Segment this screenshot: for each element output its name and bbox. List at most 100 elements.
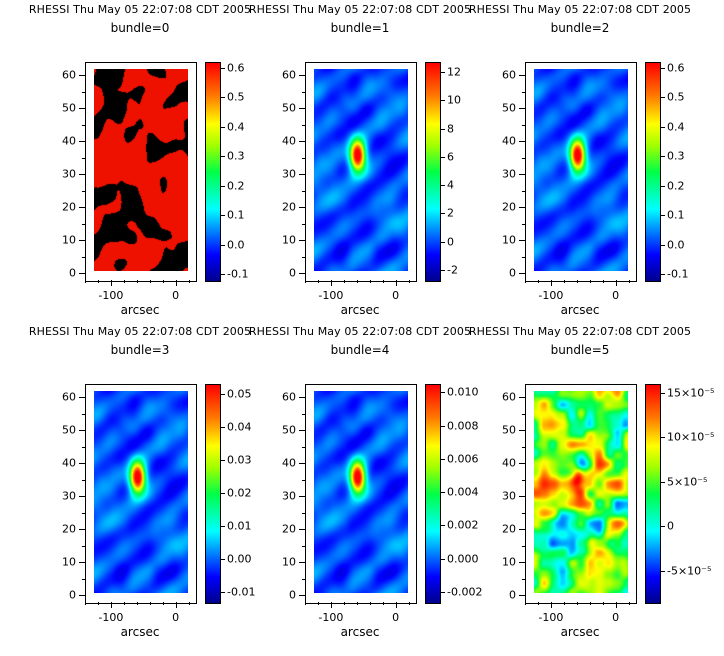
x-axis-label: arcsec bbox=[340, 303, 380, 317]
plot-frame bbox=[305, 384, 417, 604]
y-major-tick bbox=[519, 174, 525, 176]
y-tick-label: 50 bbox=[62, 101, 76, 115]
colorbar-tick bbox=[661, 97, 665, 99]
panel-title: RHESSI Thu May 05 22:07:08 CDT 2005 bbox=[248, 3, 472, 16]
colorbar-tick-label: -5×10⁻⁵ bbox=[667, 564, 712, 578]
x-tick-label: 0 bbox=[172, 611, 180, 624]
heatmap-canvas bbox=[314, 391, 408, 593]
colorbar-tick-label: 0.1 bbox=[227, 208, 245, 222]
y-minor-tick bbox=[302, 578, 305, 580]
x-tick-label: 0 bbox=[612, 611, 620, 624]
panel-title: RHESSI Thu May 05 22:07:08 CDT 2005 bbox=[28, 325, 252, 338]
colorbar bbox=[205, 62, 221, 282]
y-major-tick bbox=[79, 141, 85, 143]
x-minor-tick bbox=[343, 602, 345, 605]
plot-frame bbox=[305, 62, 417, 282]
colorbar-tick-label: 0.2 bbox=[227, 179, 245, 193]
panel-subtitle: bundle=4 bbox=[330, 343, 390, 357]
y-tick-label: 10 bbox=[62, 555, 76, 569]
colorbar-tick bbox=[441, 71, 445, 73]
y-tick-label: 20 bbox=[62, 200, 76, 214]
colorbar-tick bbox=[661, 526, 665, 528]
y-tick-label: 0 bbox=[69, 266, 76, 280]
panel-subtitle: bundle=0 bbox=[110, 21, 170, 35]
y-major-tick bbox=[299, 397, 305, 399]
colorbar-tick-label: 0.2 bbox=[667, 179, 685, 193]
colorbar-tick bbox=[661, 437, 665, 439]
colorbar-tick bbox=[221, 393, 225, 395]
colorbar bbox=[205, 384, 221, 604]
x-major-tick bbox=[110, 602, 112, 608]
y-major-tick bbox=[299, 463, 305, 465]
colorbar-tick bbox=[221, 67, 225, 69]
y-major-tick bbox=[299, 562, 305, 564]
plot-frame bbox=[85, 62, 197, 282]
heatmap-canvas bbox=[534, 391, 628, 593]
colorbar-tick-label: 0.04 bbox=[227, 420, 252, 434]
y-major-tick bbox=[79, 207, 85, 209]
x-minor-tick bbox=[123, 602, 125, 605]
y-major-tick bbox=[299, 174, 305, 176]
y-tick-label: 60 bbox=[502, 390, 516, 404]
x-minor-tick bbox=[97, 280, 99, 283]
y-minor-tick bbox=[522, 413, 525, 415]
colorbar-tick-label: 5×10⁻⁵ bbox=[667, 475, 708, 489]
x-tick-label: 0 bbox=[172, 289, 180, 302]
colorbar-tick bbox=[661, 67, 665, 69]
y-tick-label: 10 bbox=[282, 555, 296, 569]
colorbar-tick bbox=[441, 592, 445, 593]
colorbar-tick-label: 0.4 bbox=[227, 120, 245, 134]
y-tick-label: 50 bbox=[282, 423, 296, 437]
y-tick-label: 30 bbox=[502, 489, 516, 503]
colorbar-tick bbox=[221, 215, 225, 217]
y-minor-tick bbox=[82, 190, 85, 192]
heatmap-canvas bbox=[534, 69, 628, 271]
x-major-tick bbox=[550, 280, 552, 286]
colorbar-tick-label: 0.02 bbox=[227, 486, 252, 500]
colorbar-tick-label: 0.4 bbox=[667, 120, 685, 134]
colorbar bbox=[645, 62, 661, 282]
plot-frame bbox=[85, 384, 197, 604]
colorbar-tick-label: -0.002 bbox=[447, 585, 483, 599]
y-major-tick bbox=[519, 562, 525, 564]
y-minor-tick bbox=[522, 578, 525, 580]
y-tick-label: 40 bbox=[62, 456, 76, 470]
y-major-tick bbox=[79, 273, 85, 275]
y-minor-tick bbox=[82, 413, 85, 415]
colorbar-tick bbox=[441, 525, 445, 527]
x-minor-tick bbox=[602, 602, 604, 605]
y-minor-tick bbox=[522, 512, 525, 514]
colorbar-tick-label: 0.03 bbox=[227, 453, 252, 467]
y-major-tick bbox=[519, 75, 525, 77]
colorbar-tick bbox=[221, 156, 225, 158]
y-tick-label: 40 bbox=[62, 134, 76, 148]
x-minor-tick bbox=[589, 602, 591, 605]
y-major-tick bbox=[79, 108, 85, 110]
y-minor-tick bbox=[302, 190, 305, 192]
y-minor-tick bbox=[302, 223, 305, 225]
y-minor-tick bbox=[82, 578, 85, 580]
panel-title: RHESSI Thu May 05 22:07:08 CDT 2005 bbox=[468, 3, 692, 16]
y-tick-label: 40 bbox=[282, 134, 296, 148]
colorbar-tick-label: 0.008 bbox=[447, 419, 479, 433]
y-minor-tick bbox=[302, 157, 305, 159]
x-minor-tick bbox=[537, 602, 539, 605]
x-minor-tick bbox=[576, 602, 578, 605]
x-minor-tick bbox=[408, 602, 410, 605]
colorbar-tick bbox=[221, 559, 225, 561]
panel-bundle-1: RHESSI Thu May 05 22:07:08 CDT 2005 bund… bbox=[222, 0, 471, 330]
x-minor-tick bbox=[563, 602, 565, 605]
colorbar-tick-label: 0.05 bbox=[227, 387, 252, 401]
x-tick-label: -100 bbox=[98, 289, 124, 302]
y-major-tick bbox=[299, 141, 305, 143]
colorbar bbox=[425, 62, 441, 282]
y-minor-tick bbox=[82, 124, 85, 126]
y-tick-label: 0 bbox=[289, 266, 296, 280]
y-major-tick bbox=[299, 529, 305, 531]
x-minor-tick bbox=[356, 602, 358, 605]
x-minor-tick bbox=[602, 280, 604, 283]
x-minor-tick bbox=[382, 602, 384, 605]
y-minor-tick bbox=[522, 256, 525, 258]
y-minor-tick bbox=[82, 256, 85, 258]
y-minor-tick bbox=[302, 479, 305, 481]
